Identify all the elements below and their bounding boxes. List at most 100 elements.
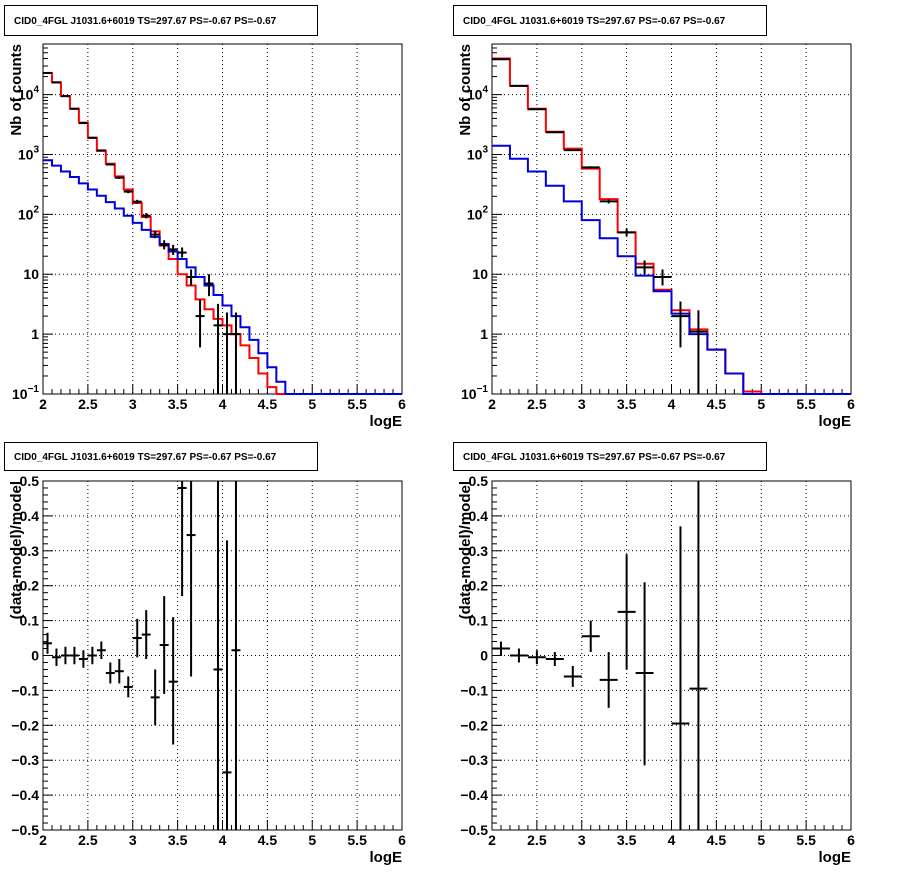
x-tick-label: 5 bbox=[757, 832, 765, 848]
y-tick-label: 1 bbox=[480, 326, 488, 342]
data-point bbox=[123, 676, 133, 698]
x-tick-label: 3.5 bbox=[617, 832, 637, 848]
x-tick-label: 5.5 bbox=[347, 832, 367, 848]
data-point bbox=[150, 669, 160, 726]
x-tick-label: 2 bbox=[488, 396, 496, 412]
data-point bbox=[96, 641, 106, 659]
data-point bbox=[60, 95, 70, 98]
chart-title-box bbox=[4, 5, 318, 36]
y-axis-label: Nb of counts bbox=[8, 44, 25, 136]
y-tick-label: 10−1 bbox=[12, 384, 39, 402]
data-point bbox=[168, 617, 178, 745]
data-point bbox=[222, 312, 232, 394]
x-tick-label: 2 bbox=[488, 832, 496, 848]
data-point bbox=[213, 303, 223, 394]
series-model_source-line bbox=[492, 144, 851, 395]
chart-title-box bbox=[4, 442, 318, 471]
x-tick-label: 4.5 bbox=[707, 832, 727, 848]
y-tick-label: 103 bbox=[467, 144, 489, 162]
data-point bbox=[635, 582, 654, 766]
x-axis-label: logE bbox=[819, 849, 852, 866]
data-point bbox=[60, 646, 70, 665]
x-tick-label: 2.5 bbox=[78, 832, 98, 848]
y-tick-label: −0.5 bbox=[11, 822, 39, 838]
chart-panel-3: CID0_4FGL J1031.6+6019 TS=297.67 PS=-0.6… bbox=[4, 442, 406, 866]
y-tick-label: −0.3 bbox=[11, 752, 39, 768]
y-tick-label: 10−1 bbox=[461, 384, 488, 402]
series-group bbox=[492, 481, 708, 830]
y-tick-label: 103 bbox=[18, 144, 40, 162]
data-point bbox=[43, 632, 52, 654]
y-tick-label: −0.1 bbox=[460, 682, 488, 698]
y-tick-label: −0.4 bbox=[460, 787, 488, 803]
y-tick-label: 0.4 bbox=[20, 508, 40, 524]
x-tick-label: 6 bbox=[847, 832, 855, 848]
chart-title: CID0_4FGL J1031.6+6019 TS=297.67 PS=-0.6… bbox=[14, 16, 277, 27]
series-model_source-line bbox=[43, 159, 402, 395]
data-point bbox=[671, 526, 690, 830]
x-tick-label: 3 bbox=[578, 396, 586, 412]
y-tick-label: 104 bbox=[467, 85, 489, 103]
y-tick-label: 0.5 bbox=[469, 473, 489, 489]
data-point bbox=[87, 136, 97, 139]
chart-panel-2: CID0_4FGL J1031.6+6019 TS=297.67 PS=-0.6… bbox=[453, 5, 855, 430]
x-tick-label: 5.5 bbox=[347, 396, 367, 412]
y-tick-label: −0.1 bbox=[11, 682, 39, 698]
data-point bbox=[599, 199, 618, 204]
data-point bbox=[527, 108, 546, 111]
data-point bbox=[87, 646, 97, 665]
y-tick-label: 10 bbox=[472, 266, 488, 282]
data-point bbox=[114, 176, 124, 179]
x-tick-label: 2.5 bbox=[527, 832, 547, 848]
x-tick-label: 3.5 bbox=[168, 396, 188, 412]
data-point bbox=[671, 301, 690, 348]
data-point bbox=[527, 650, 546, 665]
y-tick-label: 0.3 bbox=[469, 543, 489, 559]
data-point bbox=[617, 228, 636, 237]
y-tick-label: 0.1 bbox=[469, 613, 489, 629]
x-tick-label: 5 bbox=[757, 396, 765, 412]
data-point bbox=[545, 131, 564, 134]
chart-panel-4: CID0_4FGL J1031.6+6019 TS=297.67 PS=-0.6… bbox=[453, 442, 855, 866]
x-tick-label: 2.5 bbox=[527, 396, 547, 412]
data-point bbox=[105, 163, 115, 166]
data-point bbox=[159, 596, 169, 694]
data-point bbox=[186, 481, 196, 677]
y-axis-label: (data-model)/model bbox=[457, 481, 474, 619]
x-axis-label: logE bbox=[819, 413, 852, 430]
x-tick-label: 2 bbox=[39, 832, 47, 848]
y-tick-label: 0.1 bbox=[20, 613, 40, 629]
data-point bbox=[78, 122, 88, 125]
y-axis-label: (data-model)/model bbox=[8, 481, 25, 619]
chart-title: CID0_4FGL J1031.6+6019 TS=297.67 PS=-0.6… bbox=[14, 452, 277, 463]
data-point bbox=[186, 269, 196, 286]
y-tick-label: 0.3 bbox=[20, 543, 40, 559]
y-tick-label: −0.5 bbox=[460, 822, 488, 838]
grid-lines bbox=[492, 44, 851, 394]
data-point bbox=[69, 107, 79, 110]
data-point bbox=[96, 149, 106, 152]
y-tick-label: 102 bbox=[467, 204, 489, 222]
y-tick-label: 102 bbox=[18, 204, 40, 222]
data-point bbox=[51, 81, 61, 84]
x-tick-label: 6 bbox=[398, 396, 406, 412]
y-tick-label: −0.2 bbox=[460, 717, 488, 733]
x-tick-label: 3 bbox=[578, 832, 586, 848]
x-tick-label: 4 bbox=[219, 832, 227, 848]
data-point bbox=[653, 269, 672, 286]
x-tick-label: 6 bbox=[398, 832, 406, 848]
x-tick-label: 2 bbox=[39, 396, 47, 412]
data-point bbox=[545, 652, 564, 666]
y-axis-label: Nb of counts bbox=[457, 44, 474, 136]
data-point bbox=[105, 662, 115, 684]
data-point bbox=[231, 312, 241, 394]
data-point bbox=[563, 149, 582, 152]
data-point bbox=[222, 540, 232, 830]
x-tick-label: 5 bbox=[308, 832, 316, 848]
x-tick-label: 4.5 bbox=[258, 832, 278, 848]
data-point bbox=[563, 665, 582, 687]
x-tick-label: 2.5 bbox=[78, 396, 98, 412]
data-point bbox=[51, 648, 61, 666]
y-tick-label: 104 bbox=[18, 85, 40, 103]
data-point bbox=[177, 481, 187, 597]
